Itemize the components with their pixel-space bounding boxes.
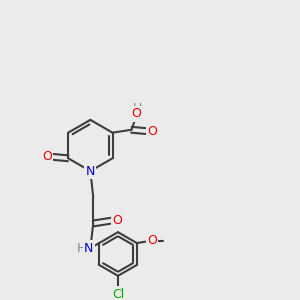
Text: O: O (112, 214, 122, 227)
Text: Cl: Cl (112, 288, 124, 300)
Text: O: O (42, 150, 52, 163)
Text: O: O (131, 107, 141, 120)
Text: O: O (148, 125, 158, 138)
Text: H: H (76, 242, 86, 255)
Text: O: O (147, 234, 157, 247)
Text: N: N (86, 165, 95, 178)
Text: H: H (133, 102, 142, 115)
Text: N: N (84, 242, 94, 255)
